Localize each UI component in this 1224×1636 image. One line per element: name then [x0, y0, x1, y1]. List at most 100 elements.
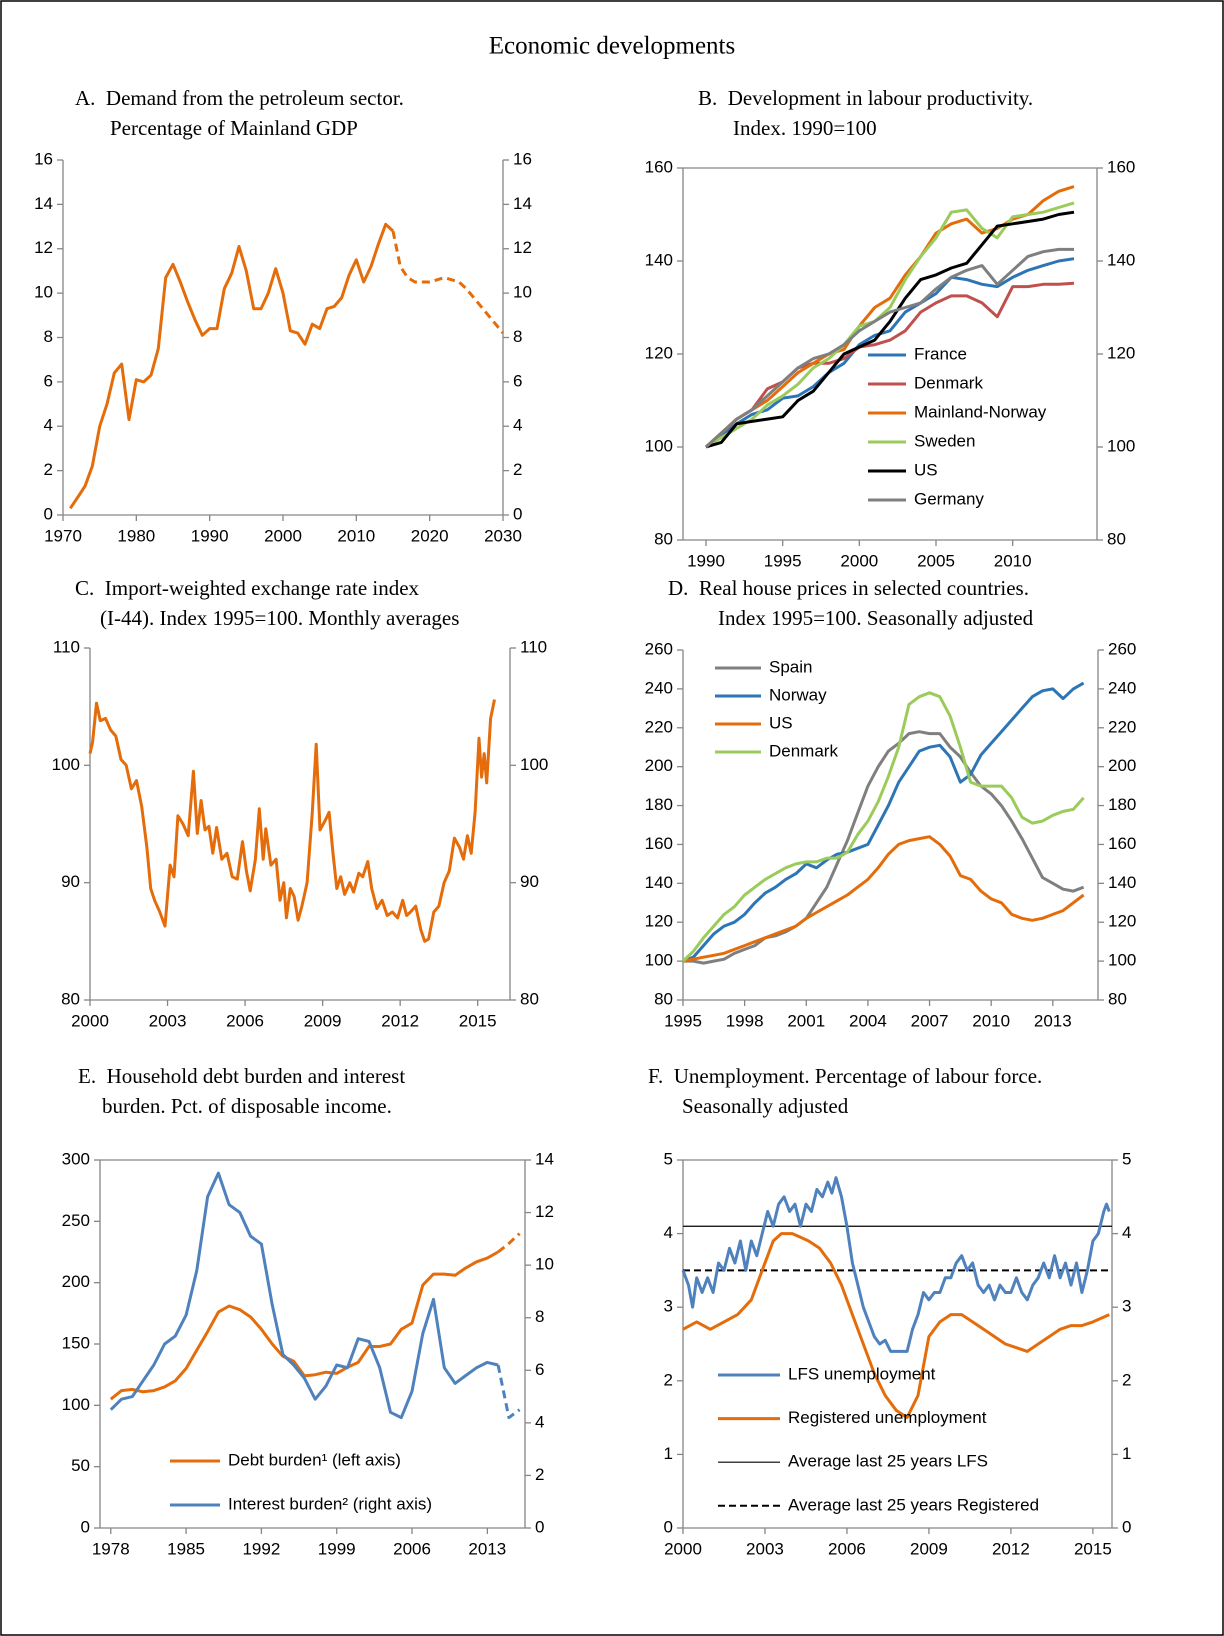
- y-tick-label: 240: [645, 678, 673, 697]
- y-right-tick-label: 100: [520, 755, 548, 774]
- legend-label: Average last 25 years Registered: [788, 1495, 1039, 1514]
- y-tick-label: 100: [645, 436, 673, 455]
- legend-label: US: [914, 460, 938, 479]
- y-tick-label: 2: [44, 460, 53, 479]
- y-tick-label: 220: [645, 717, 673, 736]
- series-line: [109, 1171, 499, 1420]
- panel-title: Index. 1990=100: [733, 116, 877, 140]
- series-line: [705, 257, 1075, 449]
- x-tick-label: 2006: [393, 1539, 431, 1558]
- legend-label: Denmark: [769, 741, 838, 760]
- y-right-tick-label: 140: [1107, 250, 1135, 269]
- x-tick-label: 2015: [1074, 1539, 1112, 1558]
- y-right-tick-label: 80: [1108, 989, 1127, 1008]
- x-tick-label: 1995: [664, 1011, 702, 1030]
- panel-title: C. Import-weighted exchange rate index: [75, 576, 420, 600]
- x-tick-label: 2004: [849, 1011, 887, 1030]
- panel-title: F. Unemployment. Percentage of labour fo…: [648, 1064, 1042, 1088]
- y-right-tick-label: 2: [513, 460, 522, 479]
- y-tick-label: 50: [71, 1456, 90, 1475]
- y-right-tick-label: 80: [1107, 529, 1126, 548]
- x-tick-label: 2003: [149, 1011, 187, 1030]
- y-right-tick-label: 120: [1108, 912, 1136, 931]
- y-right-tick-label: 14: [513, 194, 532, 213]
- series-line: [681, 1176, 1111, 1353]
- y-tick-label: 0: [664, 1517, 673, 1536]
- y-right-tick-label: 220: [1108, 717, 1136, 736]
- x-tick-label: 2020: [411, 526, 449, 545]
- x-tick-label: 1990: [687, 551, 725, 570]
- panel-title: burden. Pct. of disposable income.: [102, 1094, 392, 1118]
- y-right-tick-label: 1: [1122, 1444, 1131, 1463]
- x-tick-label: 2012: [381, 1011, 419, 1030]
- projection-line: [391, 230, 505, 335]
- legend-label: Denmark: [914, 373, 983, 392]
- y-tick-label: 80: [654, 529, 673, 548]
- x-tick-label: 2001: [787, 1011, 825, 1030]
- x-tick-label: 2015: [459, 1011, 497, 1030]
- panel-title: E. Household debt burden and interest: [78, 1064, 405, 1088]
- y-right-tick-label: 110: [520, 637, 547, 656]
- x-tick-label: 1999: [318, 1539, 356, 1558]
- y-tick-label: 4: [664, 1223, 673, 1242]
- y-tick-label: 80: [61, 989, 80, 1008]
- series-line: [704, 281, 1075, 449]
- y-tick-label: 260: [645, 639, 673, 658]
- y-right-tick-label: 8: [513, 327, 522, 346]
- panel-title: A. Demand from the petroleum sector.: [75, 86, 404, 110]
- y2-tick-label: 10: [535, 1255, 554, 1274]
- legend-label: Norway: [769, 685, 827, 704]
- y-right-tick-label: 0: [513, 504, 522, 523]
- y-tick-label: 180: [645, 795, 673, 814]
- x-tick-label: 2009: [910, 1539, 948, 1558]
- y-tick-label: 4: [44, 416, 53, 435]
- legend-label: Debt burden¹ (left axis): [228, 1450, 401, 1469]
- y-tick-label: 14: [34, 194, 53, 213]
- y-right-tick-label: 160: [1107, 157, 1135, 176]
- legend-label: Germany: [914, 489, 984, 508]
- y2-tick-label: 4: [535, 1412, 544, 1431]
- y-right-tick-label: 80: [520, 989, 539, 1008]
- y-tick-label: 120: [645, 343, 673, 362]
- x-tick-label: 1990: [191, 526, 229, 545]
- y-tick-label: 100: [645, 951, 673, 970]
- panel-title: D. Real house prices in selected countri…: [668, 576, 1029, 600]
- x-tick-label: 1995: [764, 551, 802, 570]
- x-tick-label: 2010: [972, 1011, 1010, 1030]
- legend-label: US: [769, 713, 793, 732]
- y-right-tick-label: 140: [1108, 873, 1136, 892]
- y-tick-label: 100: [62, 1395, 90, 1414]
- y-right-tick-label: 100: [1108, 951, 1136, 970]
- x-tick-label: 1978: [92, 1539, 130, 1558]
- y-right-tick-label: 160: [1108, 834, 1136, 853]
- y-tick-label: 6: [44, 371, 53, 390]
- x-tick-label: 2000: [71, 1011, 109, 1030]
- y-right-tick-label: 5: [1122, 1149, 1131, 1168]
- y-tick-label: 3: [664, 1297, 673, 1316]
- x-tick-label: 2003: [746, 1539, 784, 1558]
- series-line: [704, 247, 1074, 449]
- y2-tick-label: 6: [535, 1360, 544, 1379]
- series-line: [682, 681, 1085, 963]
- legend-label: Mainland-Norway: [914, 402, 1047, 421]
- y-right-tick-label: 2: [1122, 1370, 1131, 1389]
- y-right-tick-label: 90: [520, 872, 539, 891]
- x-tick-label: 1970: [44, 526, 82, 545]
- legend-label: France: [914, 344, 967, 363]
- y-tick-label: 5: [664, 1149, 673, 1168]
- x-tick-label: 2000: [264, 526, 302, 545]
- y-tick-label: 90: [61, 872, 80, 891]
- legend-label: Interest burden² (right axis): [228, 1494, 432, 1513]
- figure-title: Economic developments: [489, 33, 735, 60]
- legend-label: Registered unemployment: [788, 1408, 987, 1427]
- legend-label: LFS unemployment: [788, 1364, 936, 1383]
- y-right-tick-label: 10: [513, 283, 532, 302]
- y-tick-label: 10: [34, 283, 53, 302]
- y-right-tick-label: 3: [1122, 1297, 1131, 1316]
- panel-title: Seasonally adjusted: [682, 1094, 849, 1118]
- x-tick-label: 2013: [468, 1539, 506, 1558]
- x-tick-label: 2006: [828, 1539, 866, 1558]
